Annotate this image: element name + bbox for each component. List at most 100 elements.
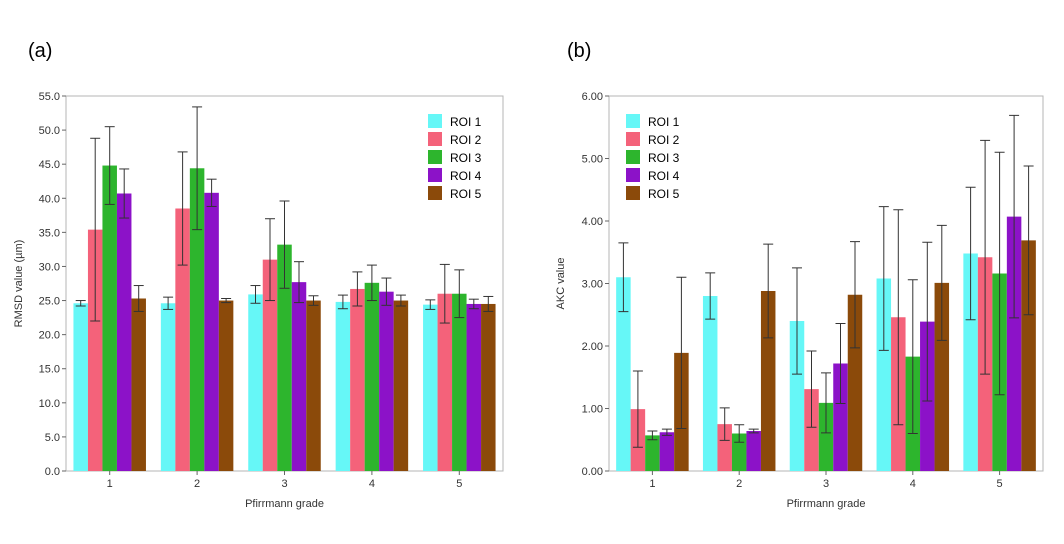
x-tick-label: 5 — [456, 478, 462, 490]
bar-roi2-grade-5 — [437, 293, 453, 471]
legend-swatch — [428, 168, 442, 182]
y-tick-label: 10.0 — [39, 398, 60, 410]
legend: ROI 1 ROI 2 ROI 3 ROI 4 ROI 5 — [626, 114, 680, 201]
bar-roi5-grade-2 — [218, 300, 234, 471]
bar-roi4-grade-5 — [466, 303, 482, 471]
bar-roi1-grade-2 — [702, 296, 718, 471]
bar-roi1-grade-3 — [248, 294, 263, 471]
bar-roi4-grade-5 — [1006, 216, 1022, 471]
y-tick-label: 45.0 — [39, 159, 60, 171]
legend-label: ROI 1 — [450, 115, 482, 129]
y-tick-label: 3.00 — [582, 279, 603, 291]
bar-roi3-grade-2 — [731, 433, 747, 471]
legend-label: ROI 2 — [648, 133, 680, 147]
bar-roi4-grade-1 — [659, 432, 675, 471]
x-tick-label: 5 — [997, 478, 1003, 490]
bar-roi5-grade-2 — [760, 291, 776, 471]
bar-roi3-grade-2 — [189, 168, 205, 472]
bar-roi1-grade-1 — [616, 277, 631, 471]
y-tick-label: 25.0 — [39, 296, 60, 308]
legend-label: ROI 2 — [450, 133, 482, 147]
bar-roi3-grade-3 — [277, 244, 292, 471]
bar-roi2-grade-2 — [175, 208, 190, 471]
legend-label: ROI 5 — [648, 187, 680, 201]
bar-roi3-grade-5 — [452, 293, 467, 471]
legend-swatch — [626, 114, 640, 128]
bar-roi5-grade-5 — [481, 303, 496, 471]
bar-roi4-grade-2 — [746, 431, 761, 471]
legend-swatch — [428, 114, 442, 128]
rmsd-bar-chart: 0.0 5.0 10.0 15.0 20.0 25.0 30.0 35.0 40.0 45.0 50… — [13, 91, 504, 510]
y-axis-title: AKC value — [555, 258, 567, 310]
y-tick-label: 5.00 — [582, 154, 603, 166]
legend-label: ROI 5 — [450, 187, 482, 201]
x-tick-label: 3 — [281, 478, 287, 490]
x-axis-title: Pfirrmann grade — [787, 498, 866, 510]
y-tick-label: 0.00 — [582, 466, 603, 478]
legend-label: ROI 4 — [450, 169, 482, 183]
bar-roi4-grade-4 — [379, 291, 394, 471]
y-axis-title: RMSD value (µm) — [13, 240, 25, 328]
x-tick-label: 1 — [649, 478, 655, 490]
legend-swatch — [626, 132, 640, 146]
bar-roi2-grade-3 — [804, 389, 819, 471]
bar-roi4-grade-1 — [116, 193, 132, 471]
legend-swatch — [626, 186, 640, 200]
bar-roi5-grade-3 — [306, 300, 321, 471]
bar-roi3-grade-1 — [102, 165, 117, 471]
bar-roi3-grade-1 — [645, 435, 660, 471]
bar-roi1-grade-1 — [73, 303, 88, 471]
bar-roi2-grade-3 — [262, 259, 278, 471]
y-tick-label: 15.0 — [39, 364, 60, 376]
bar-roi4-grade-2 — [204, 192, 219, 471]
legend-swatch — [428, 186, 442, 200]
bar-roi4-grade-3 — [291, 282, 307, 471]
y-tick-label: 35.0 — [39, 227, 60, 239]
x-tick-label: 3 — [823, 478, 829, 490]
legend: ROI 1 ROI 2 ROI 3 ROI 4 ROI 5 — [428, 114, 482, 201]
legend-label: ROI 3 — [450, 151, 482, 165]
bar-roi2-grade-4 — [350, 288, 365, 471]
bar-roi1-grade-5 — [423, 304, 438, 471]
akc-bar-chart: 0.00 1.00 2.00 3.00 4.00 5.00 6.00 1 2 3 4 5 Pfirrma… — [555, 91, 1044, 510]
bar-roi3-grade-4 — [364, 282, 380, 471]
panel-label-b: (b) — [567, 40, 592, 62]
bar-roi4-grade-3 — [833, 363, 848, 471]
y-tick-label: 6.00 — [582, 91, 603, 103]
x-axis-title: Pfirrmann grade — [245, 498, 324, 510]
legend-label: ROI 4 — [648, 169, 680, 183]
legend-swatch — [626, 150, 640, 164]
bar-roi5-grade-5 — [1021, 240, 1036, 471]
y-tick-label: 2.00 — [582, 341, 603, 353]
bar-roi3-grade-3 — [818, 402, 834, 471]
x-tick-label: 2 — [736, 478, 742, 490]
x-tick-label: 4 — [369, 478, 375, 490]
bar-roi5-grade-1 — [131, 298, 146, 471]
bar-roi1-grade-2 — [160, 303, 176, 471]
y-tick-label: 1.00 — [582, 404, 603, 416]
legend-swatch — [428, 150, 442, 164]
y-tick-label: 55.0 — [39, 91, 60, 103]
bar-roi1-grade-3 — [789, 321, 805, 471]
bar-roi1-grade-5 — [963, 253, 978, 471]
y-tick-label: 50.0 — [39, 125, 60, 137]
bar-roi5-grade-3 — [847, 294, 863, 471]
bar-roi2-grade-2 — [717, 424, 732, 471]
x-tick-label: 4 — [910, 478, 916, 490]
legend-swatch — [626, 168, 640, 182]
bar-roi5-grade-4 — [934, 282, 950, 471]
legend-label: ROI 3 — [648, 151, 680, 165]
bar-roi1-grade-4 — [876, 278, 892, 471]
legend-swatch — [428, 132, 442, 146]
x-tick-label: 2 — [194, 478, 200, 490]
y-tick-label: 40.0 — [39, 193, 60, 205]
panel-label-a: (a) — [28, 40, 53, 62]
bar-roi1-grade-4 — [335, 301, 351, 471]
y-tick-label: 5.0 — [45, 432, 60, 444]
x-tick-label: 1 — [107, 478, 113, 490]
bar-roi5-grade-4 — [393, 300, 409, 471]
legend-label: ROI 1 — [648, 115, 680, 129]
y-tick-label: 20.0 — [39, 330, 60, 342]
y-tick-label: 0.0 — [45, 466, 60, 478]
y-tick-label: 30.0 — [39, 261, 60, 273]
